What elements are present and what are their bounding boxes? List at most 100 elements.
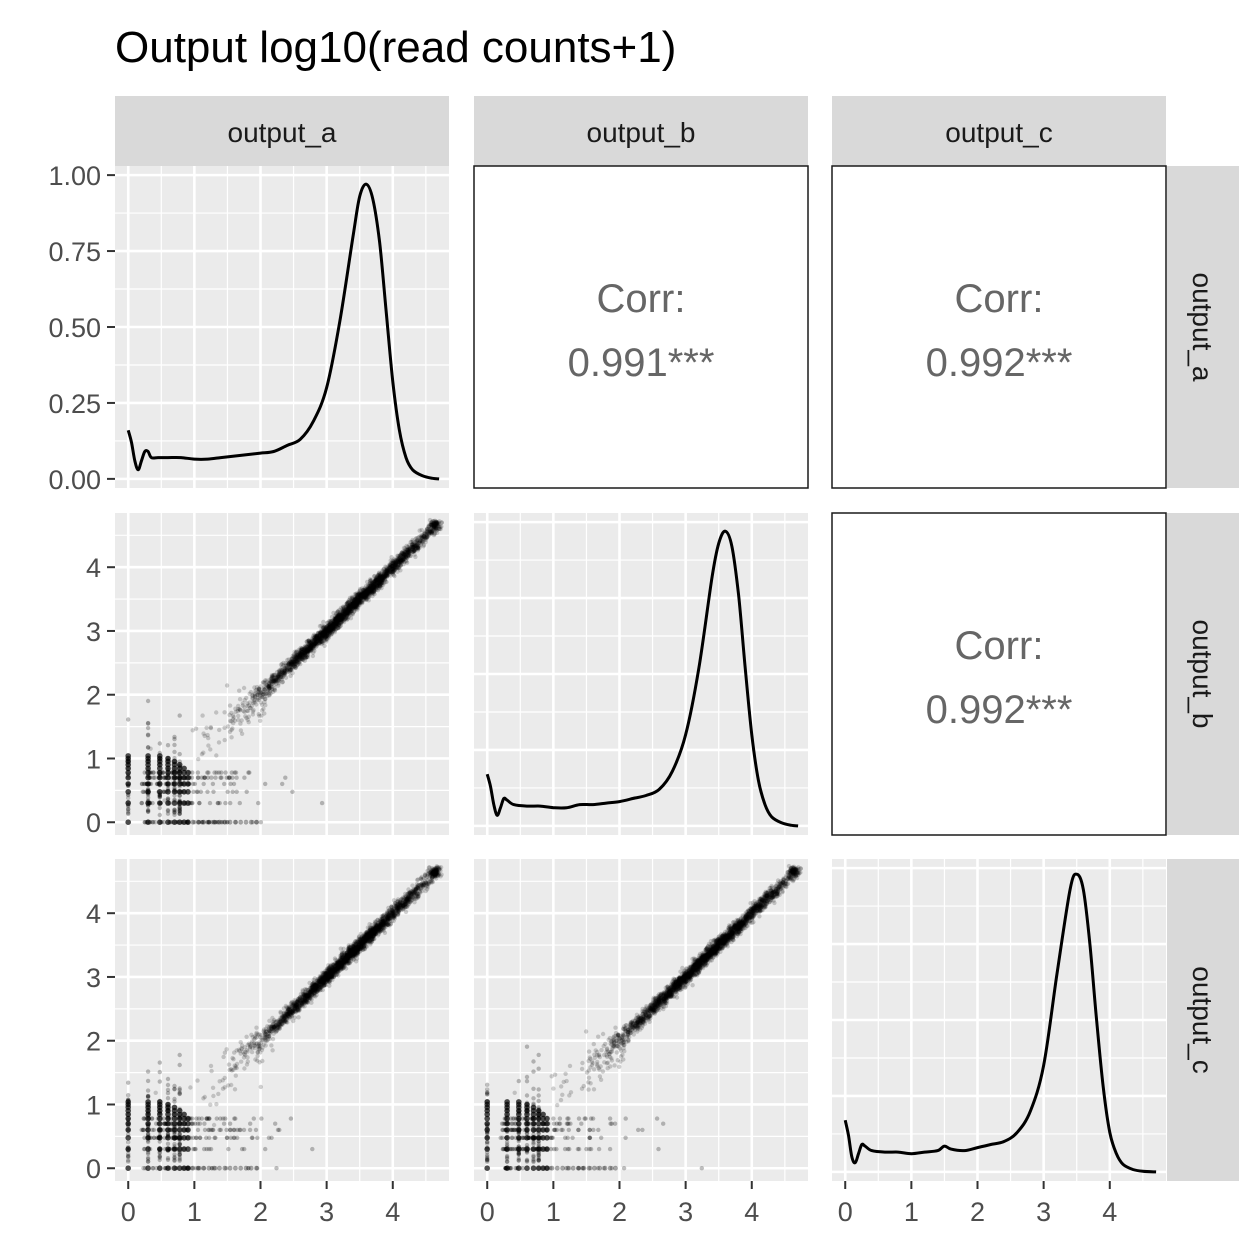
scatter-point (312, 637, 318, 642)
scatter-point (337, 615, 342, 620)
scatter-point (426, 524, 431, 530)
scatter-point (312, 643, 317, 648)
scatter-point (302, 655, 308, 660)
scatter-point (397, 559, 402, 565)
scatter-point (145, 790, 151, 795)
scatter-point (205, 820, 210, 825)
scatter-point (239, 1059, 244, 1064)
scatter-point (395, 569, 400, 574)
scatter-point (407, 547, 413, 553)
scatter-point (346, 599, 352, 605)
scatter-point (126, 759, 131, 764)
scatter-point (270, 1036, 276, 1042)
scatter-point (410, 542, 415, 547)
scatter-point (259, 713, 264, 718)
scatter-point (347, 604, 352, 609)
scatter-point (406, 551, 411, 556)
scatter-point (184, 820, 189, 825)
scatter-point (393, 564, 399, 570)
scatter-point (148, 746, 153, 751)
scatter-point (278, 672, 283, 677)
scatter-point (374, 583, 379, 588)
scatter-point (371, 589, 377, 595)
scatter-point (263, 696, 268, 702)
scatter-point (302, 648, 308, 653)
scatter-point (201, 781, 206, 787)
scatter-point (217, 727, 222, 733)
scatter-point (372, 588, 377, 593)
scatter-point (319, 635, 325, 640)
scatter-point (382, 574, 387, 579)
scatter-point (208, 725, 214, 731)
scatter-point (321, 630, 326, 636)
scatter-point (177, 784, 182, 789)
scatter-point (406, 553, 411, 558)
scatter-point (367, 584, 372, 589)
scatter-point (310, 653, 316, 659)
scatter-point (433, 522, 439, 527)
scatter-point (329, 624, 335, 630)
scatter-point (429, 522, 435, 527)
column-strip-label: output_c (945, 117, 1052, 148)
scatter-point (308, 648, 313, 653)
scatter-point (229, 727, 234, 732)
scatter-point (355, 594, 360, 599)
scatter-point (349, 607, 354, 612)
scatter-point (326, 619, 332, 624)
scatter-point (237, 800, 242, 806)
scatter-point (247, 691, 252, 696)
scatter-point (162, 789, 167, 794)
scatter-point (331, 622, 336, 627)
scatter-point (126, 717, 131, 722)
scatter-point (293, 661, 298, 666)
scatter-point (414, 544, 419, 549)
scatter-point (329, 623, 334, 628)
scatter-point (229, 735, 234, 740)
scatter-point (417, 540, 422, 545)
scatter-point (318, 633, 323, 638)
corr-label: Corr: (955, 624, 1044, 668)
scatter-point (321, 633, 326, 638)
scatter-point (232, 1087, 238, 1092)
scatter-point (333, 615, 338, 620)
corr-value: 0.992*** (926, 688, 1073, 732)
scatter-point (242, 1066, 247, 1071)
scatter-point (126, 807, 131, 812)
scatter-point (139, 800, 144, 806)
corr-label: Corr: (597, 277, 686, 321)
scatter-point (397, 556, 402, 562)
scatter-point (427, 530, 433, 535)
scatter-point (334, 621, 340, 626)
scatter-point (384, 570, 389, 576)
scatter-point (402, 557, 407, 562)
scatter-point (324, 632, 330, 637)
scatter-point (434, 520, 439, 525)
panel-output_a-output_a (115, 166, 449, 488)
scatter-point (186, 781, 192, 787)
scatter-point (378, 575, 384, 581)
scatter-point (157, 761, 162, 767)
scatter-point (181, 765, 187, 772)
scatter-point (300, 654, 305, 659)
scatter-point (392, 567, 397, 572)
scatter-point (423, 535, 428, 540)
scatter-point (225, 789, 230, 794)
scatter-point (262, 687, 267, 692)
scatter-point (187, 775, 192, 780)
scatter-point (208, 747, 213, 752)
scatter-point (228, 800, 233, 806)
scatter-point (381, 571, 386, 576)
scatter-point (296, 655, 301, 660)
scatter-point (344, 609, 349, 615)
scatter-point (306, 646, 311, 652)
scatter-point (206, 743, 211, 748)
scatter-point (393, 562, 398, 567)
scatter-point (328, 625, 333, 630)
scatter-point (269, 1043, 274, 1048)
scatter-point (411, 545, 416, 550)
scatter-point (204, 725, 209, 730)
scatter-point (263, 683, 268, 689)
scatter-point (238, 708, 243, 713)
scatter-point (371, 588, 376, 593)
scatter-point (335, 613, 340, 619)
